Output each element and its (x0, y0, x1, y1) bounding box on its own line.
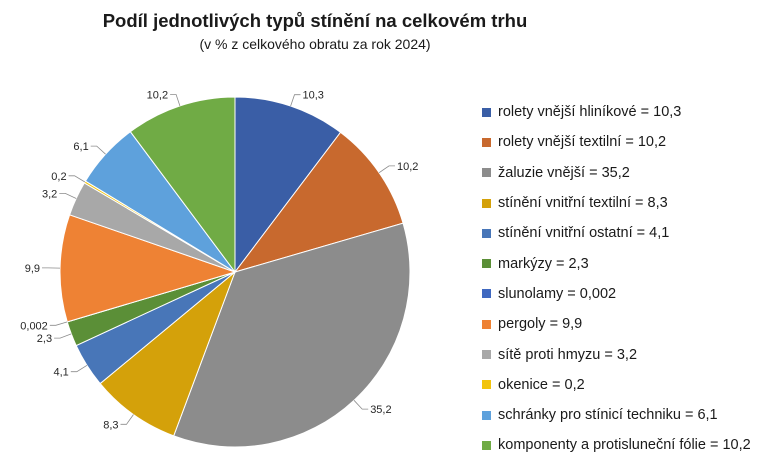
legend-label: schránky pro stínicí techniku = 6,1 (498, 407, 718, 424)
data-label-okenice: 0,2 (51, 171, 66, 183)
legend-item-zaluzie-vnejsi: žaluzie vnější = 35,2 (482, 158, 751, 188)
legend-item-komponenty-a-protislunecni-folie: komponenty a protisluneční fólie = 10,2 (482, 430, 751, 460)
leader-line-schranky-pro-stinici-techniku (90, 145, 106, 155)
pie-slice-komponenty-a-protislunecni-folie (129, 96, 236, 274)
legend-label: sítě proti hmyzu = 3,2 (498, 346, 638, 363)
legend-label: stínění vnitřní ostatní = 4,1 (498, 225, 670, 242)
legend-label: slunolamy = 0,002 (498, 285, 617, 302)
legend-swatch (482, 168, 491, 178)
legend-swatch (482, 350, 491, 360)
chart-subtitle: (v % z celkového obratu za rok 2024) (199, 36, 431, 52)
data-label-site-proti-hmyzu: 3,2 (42, 188, 57, 200)
pie-slice-rolety-vnejsi-hlinikove (234, 96, 342, 274)
leader-line-site-proti-hmyzu (59, 192, 77, 199)
leader-line-rolety-vnejsi-textilni (378, 165, 395, 174)
legend-item-slunolamy: slunolamy = 0,002 (482, 279, 751, 309)
legend-label: rolety vnější textilní = 10,2 (498, 134, 667, 151)
data-label-markyzy: 2,3 (37, 333, 52, 345)
data-labels: 10,3 10,2 35,2 8,3 4,1 2,30,002 9,9 3,2 0,2 6,1 10… (20, 90, 418, 432)
legend-item-markyzy: markýzy = 2,3 (482, 248, 751, 278)
leader-line-zaluzie-vnejsi (353, 400, 369, 410)
chart-title: Podíl jednotlivých typů stínění na celko… (102, 10, 528, 31)
legend-swatch (482, 107, 491, 117)
data-label-rolety-vnejsi-textilni: 10,2 (397, 161, 418, 173)
pie-slice-rolety-vnejsi-textilni (233, 131, 404, 273)
data-label-slunolamy: 0,002 (20, 320, 48, 332)
leader-line-markyzy (54, 333, 72, 339)
legend-swatch (482, 289, 491, 299)
data-label-zaluzie-vnejsi: 35,2 (370, 404, 391, 416)
legend-label: žaluzie vnější = 35,2 (498, 164, 630, 181)
legend-swatch (482, 228, 491, 238)
legend-item-stineni-vnitrni-textilni: stínění vnitřní textilní = 8,3 (482, 188, 751, 218)
data-label-stineni-vnitrni-textilni: 8,3 (103, 419, 118, 431)
legend-label: pergoly = 9,9 (498, 316, 583, 333)
data-label-schranky-pro-stinici-techniku: 6,1 (73, 141, 88, 153)
pie-slice-pergoly (59, 214, 237, 323)
legend-item-schranky-pro-stinici-techniku: schránky pro stínicí techniku = 6,1 (482, 400, 751, 430)
leader-line-stineni-vnitrni-textilni (120, 414, 134, 425)
legend-item-okenice: okenice = 0,2 (482, 370, 751, 400)
legend-swatch (482, 410, 491, 420)
legend-label: rolety vnější hliníkové = 10,3 (498, 104, 682, 121)
legend-label: okenice = 0,2 (498, 376, 585, 393)
legend-swatch (482, 440, 491, 450)
legend-label: markýzy = 2,3 (498, 255, 589, 272)
label-leader-lines (42, 94, 395, 425)
leader-line-okenice (68, 175, 86, 183)
data-label-komponenty-a-protislunecni-folie: 10,2 (147, 90, 168, 102)
legend-label: stínění vnitřní textilní = 8,3 (498, 195, 668, 212)
legend-item-site-proti-hmyzu: sítě proti hmyzu = 3,2 (482, 339, 751, 369)
leader-line-rolety-vnejsi-hlinikove (290, 94, 301, 107)
data-label-rolety-vnejsi-hlinikove: 10,3 (303, 90, 324, 102)
legend-swatch (482, 380, 491, 390)
pie-slices (59, 96, 411, 448)
legend-swatch (482, 319, 491, 329)
legend-swatch (482, 198, 491, 208)
legend-label: komponenty a protisluneční fólie = 10,2 (498, 437, 751, 454)
pie-slice-stineni-vnitrni-textilni (99, 270, 237, 437)
legend-item-stineni-vnitrni-ostatni: stínění vnitřní ostatní = 4,1 (482, 218, 751, 248)
leader-line-slunolamy (49, 321, 68, 326)
legend: rolety vnější hliníkové = 10,3 rolety vně… (482, 97, 751, 461)
legend-item-pergoly: pergoly = 9,9 (482, 309, 751, 339)
legend-item-rolety-vnejsi-hlinikove: rolety vnější hliníkové = 10,3 (482, 97, 751, 127)
leader-line-komponenty-a-protislunecni-folie (170, 94, 181, 107)
legend-swatch (482, 259, 491, 269)
data-label-pergoly: 9,9 (25, 263, 40, 275)
legend-swatch (482, 137, 491, 147)
legend-item-rolety-vnejsi-textilni: rolety vnější textilní = 10,2 (482, 127, 751, 157)
data-label-stineni-vnitrni-ostatni: 4,1 (54, 367, 69, 379)
leader-line-stineni-vnitrni-ostatni (70, 364, 88, 373)
